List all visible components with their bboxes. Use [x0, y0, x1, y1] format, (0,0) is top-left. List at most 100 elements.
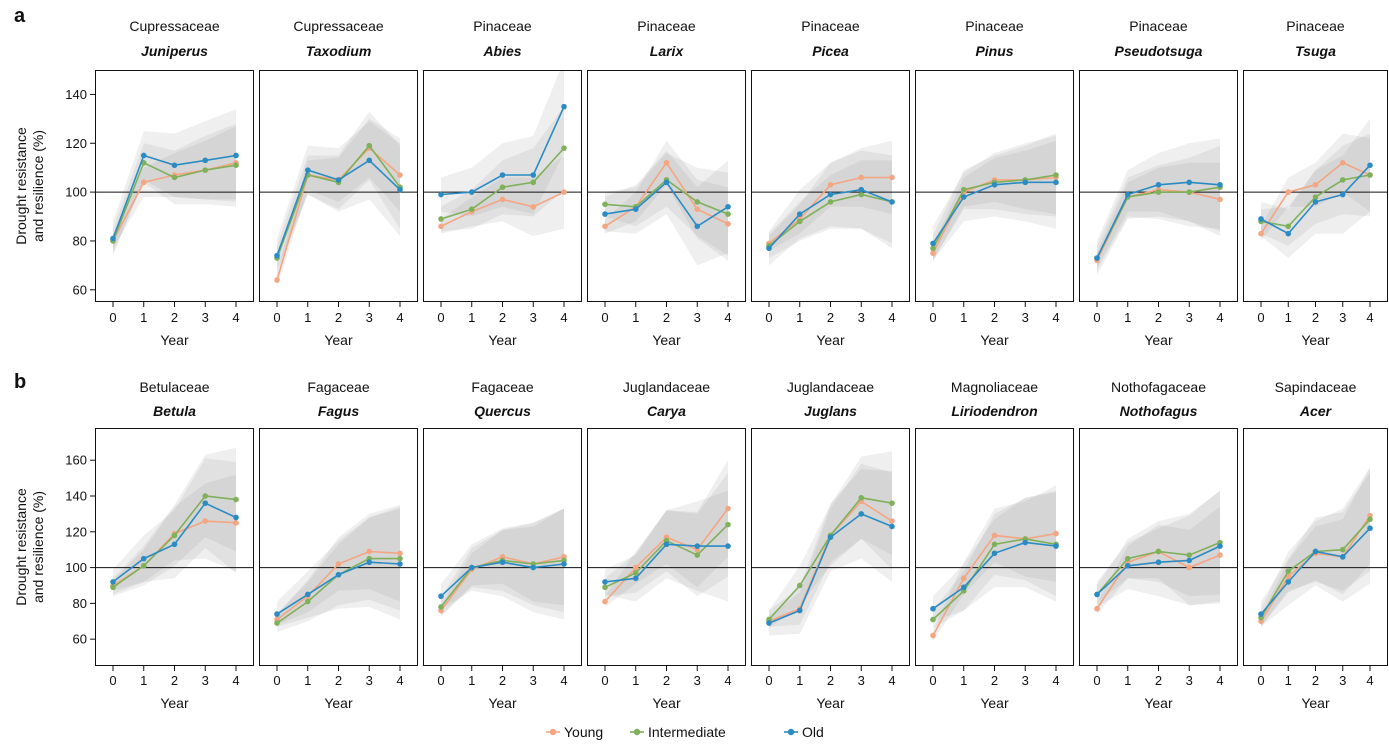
- chart-a-2-point-intermediate-4: [561, 145, 567, 151]
- chart-a-0-genus-title: Juniperus: [141, 43, 208, 59]
- chart-a-2-x-axis-label: Year: [488, 332, 517, 348]
- chart-b-1-family-title: Fagaceae: [307, 379, 369, 395]
- chart-b-5-point-young-0: [930, 632, 936, 639]
- chart-a-2-point-young-0: [438, 223, 444, 230]
- chart-b-1-point-old-0: [274, 611, 280, 617]
- chart-b-2-point-old-1: [468, 564, 475, 571]
- chart-b-1-x-tick-label-2: 2: [335, 673, 342, 688]
- chart-a-7-point-intermediate-3: [1339, 177, 1346, 183]
- chart-b-4-plot-area: [751, 451, 910, 636]
- chart-a-4-plot-area: [751, 140, 910, 266]
- chart-b-3-point-young-1: [632, 564, 639, 571]
- chart-b-0-y-tick-label-2: 100: [65, 560, 87, 575]
- chart-a-6-plot-area: [1079, 138, 1238, 276]
- chart-a-0-point-old-1: [140, 152, 147, 159]
- chart-a-2-x-tick-label-1: 1: [468, 310, 475, 325]
- chart-a-5-point-old-1: [960, 194, 967, 200]
- chart-a-2-point-intermediate-1: [468, 206, 475, 212]
- chart-a-2-point-intermediate-3: [530, 179, 537, 186]
- chart-b-4-point-young-4: [889, 518, 895, 524]
- chart-a-2-x-tick-label-0: 0: [437, 310, 444, 325]
- chart-a-6-point-old-1: [1124, 191, 1131, 198]
- chart-a-3-point-old-1: [632, 206, 639, 212]
- chart-a-3-family-title: Pinaceae: [637, 18, 696, 34]
- chart-b-6-point-old-0: [1094, 591, 1100, 598]
- chart-a-0-y-axis-label: Drought resistanceand resilience (%): [13, 127, 46, 245]
- chart-b-2-point-old-3: [530, 564, 537, 571]
- chart-b-0: Betulaceae Betula 0 1 2 3 4 Year 60 80 100 120 140 16…: [13, 379, 254, 711]
- chart-b-5-point-old-0: [930, 605, 936, 612]
- chart-a-4-point-young-2: [827, 181, 834, 188]
- chart-a-0-y-tick-label-3: 120: [65, 136, 87, 151]
- chart-a-7-point-intermediate-2: [1312, 194, 1319, 200]
- chart-b-0-y-tick-label-0: 60: [73, 632, 87, 647]
- chart-a-2-ribbon-young: [441, 155, 564, 237]
- chart-a-1-point-old-4: [397, 186, 403, 193]
- chart-a-1-frame: [259, 70, 418, 302]
- chart-b-6-family-title: Nothofagaceae: [1111, 379, 1206, 395]
- chart-b-7-x-tick-label-4: 4: [1366, 673, 1373, 688]
- chart-a-1-ribbon-old: [277, 121, 400, 273]
- chart-a-4-point-old-3: [858, 186, 865, 193]
- chart-a-4-family-title: Pinaceae: [801, 18, 860, 34]
- chart-a-7-point-young-1: [1285, 189, 1292, 195]
- chart-b-4-x-tick-label-1: 1: [796, 673, 803, 688]
- chart-a-2-point-old-1: [468, 189, 475, 195]
- chart-a-1-point-intermediate-3: [366, 142, 373, 149]
- chart-b-6-x-tick-label-1: 1: [1124, 673, 1131, 688]
- chart-a-7-point-old-0: [1258, 216, 1264, 222]
- chart-a-7-x-tick-label-2: 2: [1312, 310, 1319, 325]
- chart-a-4-x-axis-label: Year: [816, 332, 845, 348]
- chart-a-5-x-tick-label-4: 4: [1052, 310, 1059, 325]
- chart-a-0-x-tick-label-0: 0: [109, 310, 116, 325]
- legend: Young Intermediate Old: [546, 724, 824, 740]
- chart-a-6-x-tick-label-3: 3: [1186, 310, 1193, 325]
- chart-a-5-x-tick-label-3: 3: [1022, 310, 1029, 325]
- chart-a-4-point-old-0: [766, 245, 772, 252]
- chart-b-3-x-tick-label-3: 3: [694, 673, 701, 688]
- chart-b-6-point-young-3: [1186, 564, 1193, 571]
- chart-b-5-point-young-1: [960, 575, 967, 582]
- chart-a-5-family-title: Pinaceae: [965, 18, 1024, 34]
- chart-b-7-plot-area: [1243, 467, 1388, 627]
- chart-a-3: Pinaceae Larix 0 1 2 3 4 Year: [587, 18, 746, 348]
- chart-a-6-genus-title: Pseudotsuga: [1115, 43, 1203, 59]
- chart-a-2-point-young-3: [530, 203, 537, 210]
- chart-a-6-x-tick-label-4: 4: [1216, 310, 1223, 325]
- chart-b-6: Nothofagaceae Nothofagus 0 1 2 3 4 Year: [1079, 379, 1238, 711]
- chart-a-0-x-tick-label-1: 1: [140, 310, 147, 325]
- chart-b-2: Fagaceae Quercus 0 1 2 3 4 Year: [423, 379, 582, 711]
- chart-b-3-x-tick-label-0: 0: [601, 673, 608, 688]
- chart-b-1-x-tick-label-4: 4: [396, 673, 403, 688]
- chart-a-3-point-old-4: [725, 203, 731, 210]
- chart-b-2-x-tick-label-4: 4: [560, 673, 567, 688]
- chart-a-3-x-tick-label-1: 1: [632, 310, 639, 325]
- chart-b-2-x-tick-label-3: 3: [530, 673, 537, 688]
- chart-a-3-x-tick-label-3: 3: [694, 310, 701, 325]
- chart-a-6-point-intermediate-2: [1155, 189, 1162, 195]
- chart-b-6-point-intermediate-1: [1124, 555, 1131, 562]
- chart-a-7-point-intermediate-4: [1367, 172, 1373, 178]
- chart-a-7-x-tick-label-4: 4: [1366, 310, 1373, 325]
- chart-a-5-plot-area: [915, 133, 1074, 261]
- chart-b-2-frame: [423, 428, 582, 666]
- chart-b-3-point-intermediate-3: [694, 552, 701, 558]
- chart-a-3-point-old-2: [663, 179, 670, 186]
- chart-a-5-x-tick-label-2: 2: [991, 310, 998, 325]
- chart-a-3-point-old-0: [602, 211, 608, 217]
- chart-a-6-x-tick-label-2: 2: [1155, 310, 1162, 325]
- chart-b-1-plot-area: [259, 504, 418, 632]
- chart-a-1-x-tick-label-2: 2: [335, 310, 342, 325]
- chart-b-3-point-old-1: [632, 575, 639, 582]
- chart-a-3-point-young-4: [725, 221, 731, 227]
- chart-b-6-point-old-3: [1186, 557, 1193, 564]
- chart-a-0-frame: [95, 70, 254, 302]
- chart-a-2-point-young-2: [499, 196, 506, 203]
- chart-a-0-y-axis-label-line1: Drought resistance: [13, 127, 29, 245]
- chart-b-7-x-tick-label-0: 0: [1257, 673, 1264, 688]
- chart-b-5: Magnoliaceae Liriodendron 0 1 2 3 4 Year: [915, 379, 1074, 711]
- legend-label-young: Young: [564, 724, 603, 740]
- chart-a-0-x-tick-label-3: 3: [202, 310, 209, 325]
- chart-a-6-x-axis-label: Year: [1144, 332, 1173, 348]
- panel-letter-b: b: [14, 371, 26, 393]
